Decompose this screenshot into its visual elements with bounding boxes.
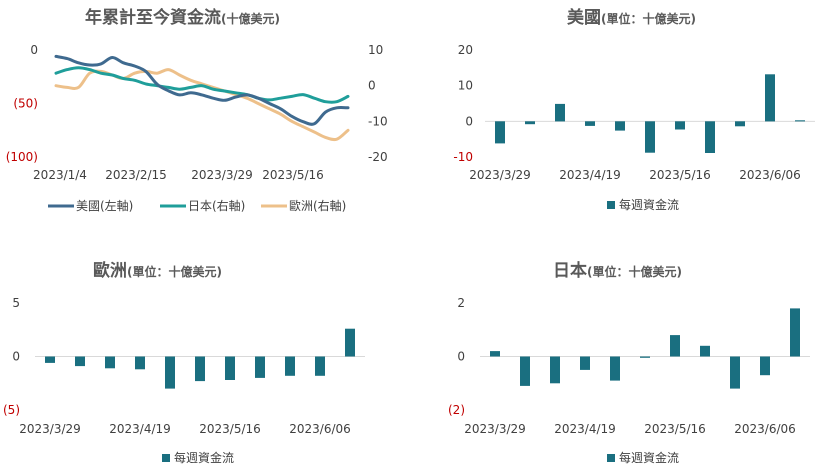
y-axis-tick: 10	[458, 79, 473, 93]
ytd-chart-title: 年累計至今資金流(十億美元)	[85, 7, 280, 28]
bar	[285, 356, 295, 376]
japan-chart-title: 日本(單位：十億美元)	[553, 260, 682, 281]
legend-label: 每週資金流	[174, 450, 234, 465]
bar	[495, 121, 505, 144]
bar	[795, 120, 805, 122]
x-axis-tick: 2023/5/16	[262, 168, 324, 182]
legend-label: 日本(右軸)	[188, 198, 245, 213]
bar	[760, 356, 770, 376]
bar	[735, 121, 745, 127]
y-axis-tick: (5)	[3, 403, 20, 417]
x-axis-tick: 2023/3/29	[19, 422, 81, 436]
japan-bar-chart: 日本(單位：十億美元) 2 0 (2) 2023/3/29 2023/4/19 2023/…	[448, 260, 810, 465]
y-axis-tick: 0	[465, 114, 473, 128]
x-axis-tick: 2023/4/19	[109, 422, 171, 436]
bar	[45, 356, 55, 363]
y-axis-tick: 0	[12, 350, 20, 364]
series-line	[54, 54, 350, 126]
right-axis-tick: -20	[368, 150, 388, 164]
bar	[610, 356, 620, 381]
europe-chart-title: 歐洲(單位：十億美元)	[93, 260, 222, 281]
bar	[615, 121, 625, 131]
legend-label: 歐洲(右軸)	[289, 198, 346, 213]
bar	[700, 345, 710, 357]
x-axis-tick: 2023/3/29	[469, 168, 531, 182]
x-axis-tick: 2023/6/06	[289, 422, 351, 436]
bar	[490, 351, 500, 357]
bar	[520, 356, 530, 386]
bar	[585, 121, 595, 126]
x-axis-tick: 2023/6/06	[734, 422, 796, 436]
legend-label: 每週資金流	[619, 197, 679, 212]
y-axis-tick: -10	[453, 150, 473, 164]
y-axis-tick: 0	[457, 350, 465, 364]
left-axis-tick: (50)	[13, 97, 38, 111]
y-axis-tick: 20	[458, 43, 473, 57]
series-line	[54, 66, 350, 104]
legend-label: 美國(左軸)	[76, 198, 133, 213]
bar	[555, 103, 565, 122]
x-axis-tick: 2023/1/4	[33, 168, 87, 182]
x-axis-tick: 2023/6/06	[739, 168, 801, 182]
bar	[225, 356, 235, 380]
bar	[645, 121, 655, 153]
y-axis-tick: 2	[457, 296, 465, 310]
us-bar-chart: 美國(單位：十億美元) 20 10 0 -10 2023/3/29 2023/4/19 20…	[453, 7, 815, 212]
bar	[705, 121, 715, 153]
bar	[525, 121, 535, 125]
x-axis-tick: 2023/5/16	[644, 422, 706, 436]
x-axis-tick: 2023/2/15	[105, 168, 167, 182]
europe-bar-chart: 歐洲(單位：十億美元) 5 0 (5) 2023/3/29 2023/4/19 2023/…	[3, 260, 365, 465]
x-axis-tick: 2023/3/29	[464, 422, 526, 436]
bar	[165, 356, 175, 389]
bar	[135, 356, 145, 370]
x-axis-tick: 2023/5/16	[199, 422, 261, 436]
right-axis-tick: -10	[368, 114, 388, 128]
x-axis-tick: 2023/4/19	[554, 422, 616, 436]
x-axis-tick: 2023/4/19	[559, 168, 621, 182]
left-axis-tick: 0	[30, 43, 38, 57]
bar	[345, 328, 355, 357]
bar	[730, 356, 740, 389]
ytd-line-chart: 年累計至今資金流(十億美元) 0 (50) (100) 10 0 -10 -20 2023/1…	[6, 7, 388, 213]
ytd-legend: 美國(左軸) 日本(右軸) 歐洲(右軸)	[48, 198, 346, 213]
legend-swatch	[607, 454, 615, 462]
bar	[765, 74, 775, 122]
bar	[670, 335, 680, 357]
x-axis-tick: 2023/3/29	[191, 168, 253, 182]
x-axis-tick: 2023/5/16	[649, 168, 711, 182]
y-axis-tick: (2)	[448, 403, 465, 417]
legend-swatch	[607, 201, 615, 209]
legend-swatch	[162, 454, 170, 462]
left-axis-tick: (100)	[6, 150, 38, 164]
bar	[255, 356, 265, 378]
bar	[315, 356, 325, 376]
bar	[675, 121, 685, 130]
bar	[75, 356, 85, 367]
right-axis-tick: 10	[368, 43, 383, 57]
y-axis-tick: 5	[12, 296, 20, 310]
legend-label: 每週資金流	[619, 450, 679, 465]
series-line	[54, 68, 350, 142]
bar	[550, 356, 560, 384]
right-axis-tick: 0	[368, 79, 376, 93]
bar	[580, 356, 590, 370]
bar	[195, 356, 205, 382]
bar	[105, 356, 115, 369]
bar	[640, 356, 650, 358]
bar	[790, 308, 800, 357]
us-chart-title: 美國(單位：十億美元)	[567, 7, 696, 28]
